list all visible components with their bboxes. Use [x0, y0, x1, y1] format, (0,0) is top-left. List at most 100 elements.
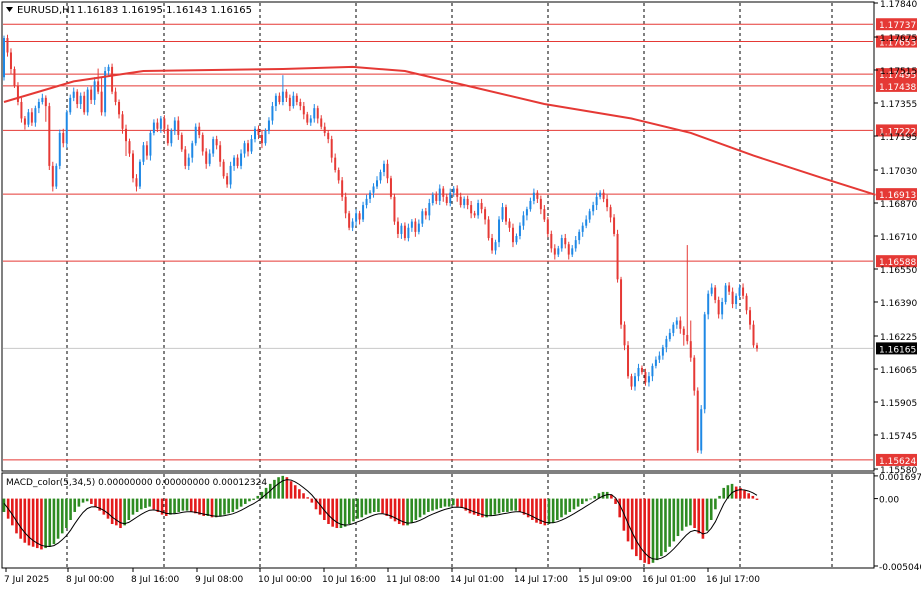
symbol-label: EURUSD,H1 [17, 5, 76, 16]
candle-body [644, 372, 647, 383]
macd-bar [44, 498, 47, 549]
price-axis[interactable]: 1.17737 1.17653 1.17495 1.17438 1.17222 1.169… [874, 0, 917, 476]
macd-bar [414, 498, 418, 520]
triangle-down-icon[interactable] [6, 7, 13, 12]
time-tick-label: 10 Jul 00:00 [258, 575, 312, 585]
macd-bar [531, 498, 534, 520]
candle-body [205, 151, 208, 164]
candle-body [428, 203, 431, 216]
candle-body [396, 221, 399, 234]
macd-bar [223, 498, 226, 515]
candle-body [309, 118, 312, 123]
candle-body [264, 130, 267, 144]
candle-body [654, 359, 657, 366]
macd-bar [335, 498, 339, 529]
candle-body [320, 118, 323, 127]
candle-body [564, 238, 567, 245]
price-tick-label: 1.16390 [880, 299, 917, 309]
price-tick-label: 1.17355 [880, 100, 917, 110]
macd-bar [123, 498, 126, 526]
macd-bar [485, 498, 488, 518]
candle-body [135, 178, 138, 187]
macd-bar [643, 498, 646, 563]
candle-body [445, 196, 448, 204]
candle-body [226, 176, 229, 185]
candle-body [449, 192, 452, 204]
time-tick-label: 15 Jul 09:00 [578, 575, 632, 585]
candle-body [574, 240, 577, 249]
candle-body [240, 153, 243, 166]
candle-body [90, 89, 93, 100]
candle-body [505, 207, 507, 222]
macd-bar [714, 498, 717, 510]
price-level-tag [876, 35, 917, 48]
macd-bar [755, 498, 759, 500]
candle-body [752, 324, 755, 346]
macd-bar [705, 498, 709, 531]
candle-body [592, 205, 595, 212]
macd-bar [15, 498, 18, 534]
price-level-label: 1.17438 [879, 83, 916, 93]
candle-body [58, 132, 61, 166]
candle-body [525, 209, 528, 216]
macd-bar [202, 498, 205, 516]
price-tick-label: 1.17195 [880, 133, 917, 143]
candle-body [473, 213, 476, 216]
macd-bar [680, 498, 684, 531]
candle-body [518, 225, 521, 236]
macd-bar [27, 498, 31, 546]
candle-body [65, 112, 68, 144]
candle-body [131, 153, 134, 179]
candle-body [379, 172, 382, 181]
candlestick-series [3, 34, 758, 454]
macd-bar [385, 498, 389, 516]
candle-body [410, 221, 413, 228]
time-tick-label: 9 Jul 08:00 [195, 575, 244, 585]
macd-bar [139, 498, 143, 510]
price-level-tag [876, 18, 917, 31]
price-level-tag [876, 255, 917, 268]
macd-bar [368, 498, 372, 514]
macd-bar [177, 498, 181, 512]
macd-bar [256, 495, 260, 499]
macd-bar [231, 498, 235, 512]
candle-body [219, 145, 222, 162]
candle-body [588, 211, 591, 220]
candle-body [27, 112, 30, 125]
candle-body [267, 120, 270, 131]
macd-bar [464, 498, 468, 511]
macd-axis[interactable]: 0.0016976 0.00 -0.0050404 [874, 473, 921, 573]
macd-bar [347, 498, 351, 525]
candle-body [640, 367, 643, 373]
candle-body [417, 223, 420, 232]
macd-bar [560, 498, 563, 518]
macd-bar [110, 498, 114, 525]
macd-bar [293, 485, 297, 499]
candle-body [313, 108, 316, 119]
candle-body [365, 198, 368, 206]
candle-body [717, 299, 720, 315]
candle-body [466, 198, 469, 206]
macd-bar [518, 498, 522, 512]
macd-bar [73, 498, 77, 512]
candle-body [260, 134, 263, 144]
candle-body [627, 345, 630, 377]
price-tick-label: 1.15580 [880, 466, 917, 476]
time-axis[interactable]: 7 Jul 2025 8 Jul 00:00 8 Jul 16:00 9 Jul 08… [4, 568, 760, 585]
macd-bar [102, 498, 106, 515]
candle-body [693, 357, 696, 391]
macd-bar [115, 498, 118, 526]
candle-body [250, 139, 253, 152]
macd-bar [210, 498, 214, 518]
macd-bar [693, 498, 696, 529]
candle-body [285, 91, 288, 98]
macd-bar [722, 487, 726, 499]
candle-body [511, 227, 514, 243]
candle-body [382, 163, 385, 173]
candle-body [738, 287, 741, 296]
macd-bar [410, 498, 414, 523]
macd-bar [56, 498, 60, 539]
candle-body [665, 339, 668, 348]
